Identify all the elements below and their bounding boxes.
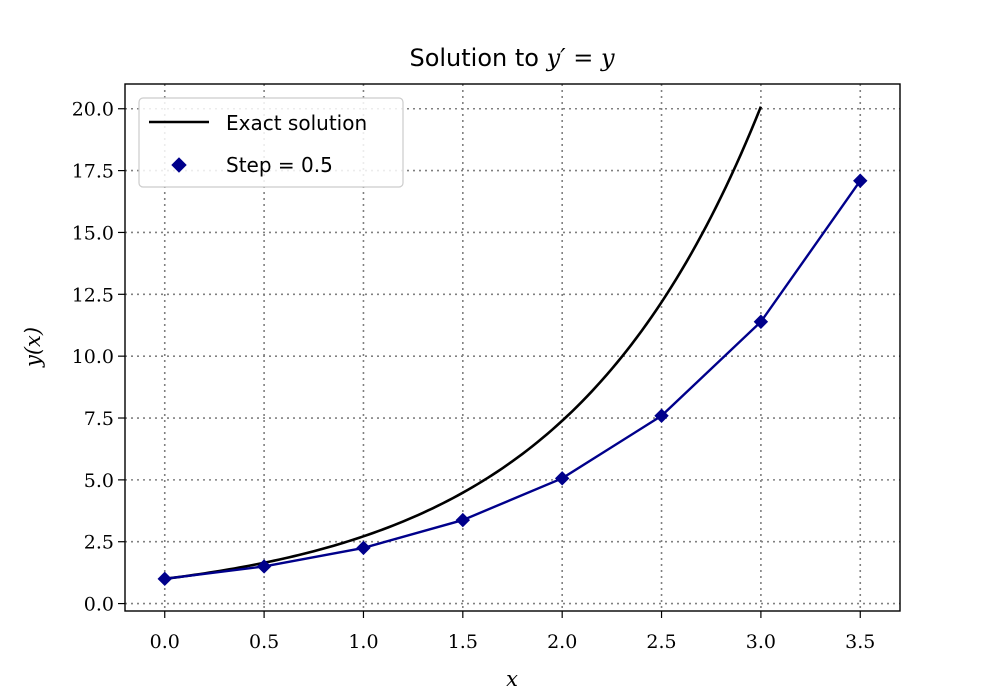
x-tick-label: 3.0 — [746, 631, 776, 653]
x-axis-label: x — [506, 667, 518, 691]
y-tick-label: 7.5 — [84, 408, 114, 430]
y-tick-label: 12.5 — [72, 284, 114, 306]
y-tick-label: 0.0 — [84, 594, 114, 616]
x-axis-ticks: 0.0 0.5 1.0 1.5 2.0 2.5 3.0 3.5 — [150, 611, 875, 653]
step-marker — [654, 408, 669, 423]
x-tick-label: 1.0 — [348, 631, 378, 653]
legend-label-step: Step = 0.5 — [226, 153, 333, 177]
step-marker — [853, 173, 868, 188]
y-tick-label: 17.5 — [72, 161, 114, 183]
x-tick-label: 2.5 — [646, 631, 676, 653]
step-marker — [554, 471, 570, 486]
step-marker — [753, 314, 769, 329]
x-tick-label: 3.5 — [845, 631, 875, 653]
series-layer — [157, 106, 868, 587]
y-tick-label: 15.0 — [72, 222, 114, 244]
y-tick-label: 5.0 — [84, 470, 114, 492]
chart-title-text: Solution to — [409, 44, 546, 72]
step-marker — [356, 540, 371, 556]
x-tick-label: 0.0 — [150, 631, 180, 653]
legend-swatch-step — [171, 157, 187, 173]
legend: Exact solution Step = 0.5 — [138, 97, 404, 188]
step-marker — [455, 512, 471, 528]
step-marker — [256, 559, 272, 574]
y-axis-label: y(x) — [21, 327, 45, 368]
y-tick-label: 20.0 — [72, 99, 114, 121]
x-tick-label: 0.5 — [249, 631, 279, 653]
legend-box — [138, 97, 404, 188]
x-tick-label: 2.0 — [547, 631, 577, 653]
chart-title-math: y′ = y — [546, 44, 615, 72]
chart-title: Solution to y′ = y — [409, 44, 615, 72]
y-tick-label: 10.0 — [72, 346, 114, 368]
y-axis-ticks: 0.0 2.5 5.0 7.5 10.0 12.5 15.0 17.5 20.0 — [72, 99, 125, 616]
series-step-line — [164, 180, 862, 581]
x-tick-label: 1.5 — [448, 631, 478, 653]
y-tick-label: 2.5 — [84, 532, 114, 554]
legend-label-exact: Exact solution — [226, 111, 367, 135]
step-marker — [157, 571, 172, 587]
plot-frame — [124, 83, 901, 612]
